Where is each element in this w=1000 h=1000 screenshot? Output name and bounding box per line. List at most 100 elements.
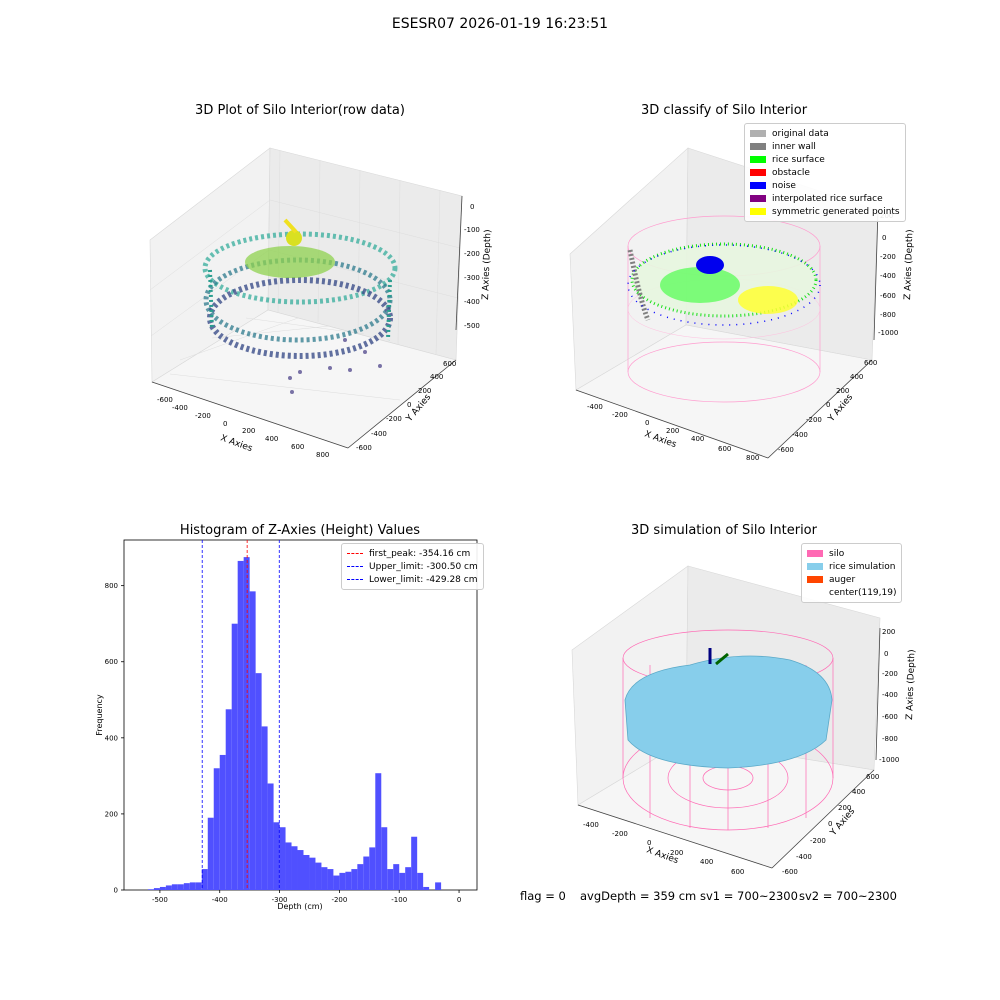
histogram-bar <box>417 872 424 890</box>
raw-ytick: -600 <box>356 444 372 452</box>
legend-swatch <box>750 156 766 163</box>
histogram-bar <box>183 883 190 890</box>
histogram-x-tick-label: -400 <box>212 896 228 904</box>
simulation-ztick: -1000 <box>879 756 899 764</box>
raw-surface-points <box>245 246 335 278</box>
legend-item-obstacle: obstacle <box>750 166 900 179</box>
histogram-y-tick-label: 600 <box>105 658 118 666</box>
simulation-ytick: -200 <box>810 837 826 845</box>
classify-ytick: -200 <box>806 416 822 424</box>
classify-rice-core <box>660 267 740 303</box>
legend-label: auger <box>829 574 856 585</box>
histogram-bar <box>321 867 328 890</box>
footer-flag: flag = 0 <box>520 889 566 903</box>
histogram-bar <box>333 875 340 890</box>
simulation-auger-arm <box>715 652 729 666</box>
footer-avg-depth: avgDepth = 359 cm <box>580 889 697 903</box>
simulation-ytick: 0 <box>828 820 832 828</box>
raw-xtick: -400 <box>172 404 188 412</box>
histogram-bar <box>171 884 178 890</box>
histogram-bar <box>147 889 154 890</box>
legend-line <box>347 566 363 567</box>
classify-xtick: -400 <box>587 403 603 411</box>
raw-wall-points <box>208 269 392 341</box>
histogram-axes: -500 -400 -300 -200 -100 0 0 200 400 600 800 <box>105 539 478 904</box>
legend-line <box>347 579 363 580</box>
raw-xtick: 800 <box>316 451 329 459</box>
legend-item-original-data: original data <box>750 127 900 140</box>
histogram-x-tick-label: -300 <box>272 896 288 904</box>
classify-xtick: 0 <box>645 419 649 427</box>
legend-swatch <box>750 182 766 189</box>
raw-xtick: -600 <box>157 396 173 404</box>
classify-y-axis-line <box>767 359 873 459</box>
legend-item-inner-wall: inner wall <box>750 140 900 153</box>
raw-z-ticks: 0 -100 -200 -300 -400 -500 <box>464 203 480 330</box>
simulation-z-ticks: 200 0 -200 -400 -600 -800 -1000 <box>879 628 899 764</box>
raw-lower-ring <box>207 277 393 359</box>
histogram-bar <box>435 882 442 890</box>
raw-ztick: -500 <box>464 322 480 330</box>
histogram-bar <box>261 726 268 890</box>
histogram-bar <box>225 709 232 890</box>
histogram-bar <box>405 867 412 890</box>
histogram-bar <box>243 557 250 890</box>
classify-ztick: -800 <box>880 311 896 319</box>
histogram-bar <box>357 864 364 890</box>
histogram-bars <box>147 557 442 890</box>
classify-z-axis-line <box>873 209 879 341</box>
raw-xtick: 200 <box>242 427 255 435</box>
legend-swatch <box>807 563 823 570</box>
simulation-ytick: 400 <box>852 788 865 796</box>
legend-item-first-peak: first_peak: -354.16 cm <box>347 547 478 560</box>
histogram-y-label: Frequency <box>95 694 104 736</box>
classify-noise-ring <box>627 244 821 326</box>
raw-peak-points <box>286 230 302 246</box>
legend-swatch <box>750 143 766 150</box>
histogram-bar <box>213 768 220 890</box>
classify-z-ticks: 200 0 -200 -400 -600 -800 -1000 <box>878 212 898 337</box>
raw-xtick: 400 <box>265 435 278 443</box>
simulation-rice-surface <box>624 655 833 769</box>
legend-item-center: center(119,19) <box>807 586 896 599</box>
legend-swatch <box>807 550 823 557</box>
footer-sv1: sv1 = 700~2300 <box>700 889 798 903</box>
raw-x-ticks: -600 -400 -200 0 200 400 600 800 <box>157 396 329 459</box>
histogram-bar <box>393 864 400 890</box>
raw-ztick: -400 <box>464 298 480 306</box>
histogram-panel-title: Histogram of Z-Axies (Height) Values <box>179 523 421 538</box>
simulation-xtick: 200 <box>670 849 683 857</box>
histogram-y-tick-label: 200 <box>105 810 118 818</box>
simulation-ztick: 0 <box>884 650 888 658</box>
raw-auger-points <box>283 218 298 234</box>
legend-item-rice-surface: rice surface <box>750 153 900 166</box>
classify-xtick: 400 <box>691 435 704 443</box>
legend-label: noise <box>772 180 796 191</box>
histogram-bar <box>159 886 166 890</box>
histogram-bar <box>345 871 352 890</box>
simulation-z-axis-line <box>875 627 881 761</box>
legend-item-noise: noise <box>750 179 900 192</box>
classify-z-label: Z Axies (Depth) <box>903 229 915 300</box>
histogram-x-tick-label: -500 <box>152 896 168 904</box>
histogram-bar <box>201 869 208 890</box>
legend-label: Lower_limit: -429.28 cm <box>369 574 478 585</box>
raw-x-label: X Axies <box>219 433 254 454</box>
raw-xtick: 0 <box>223 420 227 428</box>
histogram-bar <box>303 855 310 890</box>
simulation-y-ticks: -600 -400 -200 0 200 400 600 <box>782 773 879 876</box>
legend-item-symmetric: symmetric generated points <box>750 205 900 218</box>
histogram-bar <box>177 884 184 890</box>
raw-scatter-dots <box>288 338 382 394</box>
figure-suptitle: ESESR07 2026-01-19 16:23:51 <box>391 16 609 32</box>
histogram-bar <box>339 872 346 890</box>
legend-swatch <box>750 130 766 137</box>
histogram-y-tick-label: 800 <box>105 582 118 590</box>
simulation-xtick: -200 <box>612 830 628 838</box>
histogram-bar <box>165 885 172 890</box>
histogram-x-tick-label: -100 <box>391 896 407 904</box>
raw-ytick: 600 <box>443 360 456 368</box>
legend-label: interpolated rice surface <box>772 193 883 204</box>
classify-x-axis-line <box>575 389 769 459</box>
